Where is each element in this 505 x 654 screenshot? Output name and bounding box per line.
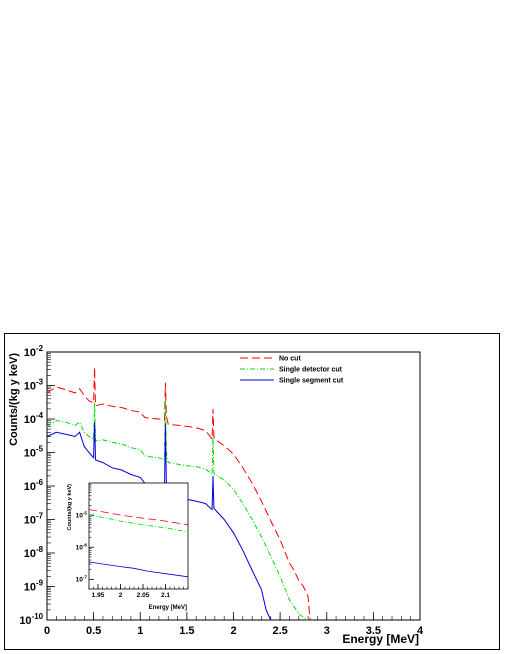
y-tick-exponent: -2 (36, 344, 44, 353)
y-tick-exponent: -7 (36, 511, 44, 520)
y-tick-label: 10-3 (24, 377, 44, 392)
inset-x-tick-labels: 1.95 2 2.05 2.1 (92, 592, 171, 599)
y-tick-base: 10 (24, 414, 36, 426)
x-tick-label: 1.95 (92, 592, 105, 599)
y-tick-exponent: -6 (36, 478, 44, 487)
y-tick-exponent: -5 (83, 510, 88, 515)
legend-label: No cut (279, 356, 301, 363)
x-tick-label: 3 (324, 625, 330, 637)
y-tick-exponent: -10 (32, 612, 44, 621)
x-tick-label: 2.05 (137, 592, 150, 599)
main-ticks (46, 351, 421, 621)
y-tick-exponent: -8 (36, 545, 44, 554)
y-tick-label: 10-2 (24, 344, 44, 359)
y-tick-base: 10 (24, 581, 36, 593)
x-tick-label: 0.5 (86, 625, 101, 637)
x-tick-label: 1 (137, 625, 143, 637)
inset-chart: 1.95 2 2.05 2.1 10-710-610-5 Energy [MeV] C… (67, 482, 189, 611)
x-tick-label: 4 (417, 625, 424, 637)
y-tick-base: 10 (24, 447, 36, 459)
series-line-0 (88, 509, 189, 526)
y-tick-label: 10-8 (24, 545, 44, 560)
y-tick-base: 10 (24, 514, 36, 526)
x-tick-label: 3.5 (366, 625, 381, 637)
y-tick-exponent: -5 (36, 444, 44, 453)
y-axis-title: Counts/(kg y keV) (8, 353, 20, 446)
x-tick-label: 2.5 (272, 625, 287, 637)
y-tick-label: 10-4 (24, 411, 44, 426)
x-tick-label: 1.5 (179, 625, 194, 637)
inset-series-group (88, 509, 189, 578)
y-tick-label: 10-5 (76, 510, 88, 519)
series-line-0 (46, 367, 311, 621)
inset-y-axis-title: Counts/(kg y keV) (67, 484, 73, 531)
y-tick-label: 10-5 (24, 444, 44, 459)
y-tick-base: 10 (19, 615, 31, 627)
y-tick-base: 10 (24, 481, 36, 493)
y-tick-label: 10-10 (19, 612, 43, 627)
y-tick-label: 10-7 (24, 511, 44, 526)
y-tick-exponent: -3 (36, 377, 44, 386)
y-tick-base: 10 (24, 380, 36, 392)
y-tick-label: 10-6 (24, 478, 44, 493)
y-tick-exponent: -7 (83, 575, 88, 580)
series-line-2 (88, 561, 189, 578)
y-tick-exponent: -4 (36, 411, 44, 420)
y-tick-exponent: -9 (36, 578, 44, 587)
legend-label: Single segment cut (279, 378, 344, 385)
y-tick-base: 10 (76, 544, 84, 551)
legend: No cut Single detector cut Single segment … (240, 356, 344, 385)
y-tick-label: 10-9 (24, 578, 44, 593)
main-chart: 0 0.5 1 1.5 2 2.5 3 3.5 4 10-1010-910-810-710-61… (8, 344, 424, 646)
x-tick-label: 2.1 (161, 592, 170, 599)
inset-ticks (88, 484, 189, 589)
series-line-1 (88, 514, 189, 533)
inset-x-axis-title: Energy [MeV] (149, 605, 187, 611)
inset-plot-area (88, 482, 189, 590)
y-tick-label: 10-6 (76, 543, 88, 552)
x-tick-label: 2 (230, 625, 236, 637)
y-tick-exponent: -6 (83, 543, 88, 548)
x-axis-title: Energy [MeV] (342, 632, 419, 646)
y-tick-base: 10 (76, 577, 84, 584)
figure-frame (4, 333, 500, 650)
legend-label: Single detector cut (279, 367, 343, 374)
inset-y-tick-labels: 10-710-610-5 (76, 510, 88, 583)
y-tick-base: 10 (24, 347, 36, 359)
y-tick-label: 10-7 (76, 575, 88, 584)
x-tick-label: 0 (44, 625, 50, 637)
main-x-tick-labels: 0 0.5 1 1.5 2 2.5 3 3.5 4 (44, 625, 424, 637)
y-tick-base: 10 (24, 548, 36, 560)
y-tick-base: 10 (76, 512, 84, 519)
x-tick-label: 2 (119, 592, 123, 599)
